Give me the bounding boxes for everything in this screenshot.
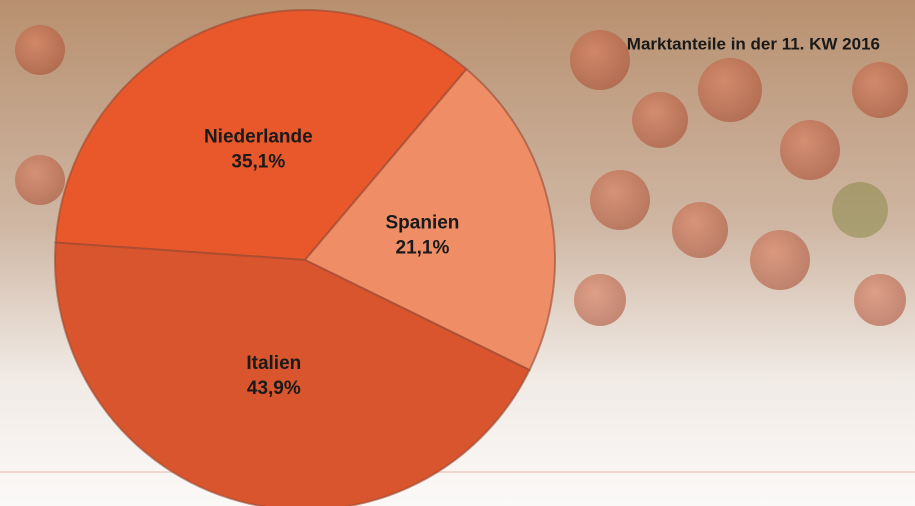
pie <box>54 9 556 506</box>
slice-name: Niederlande <box>204 126 313 147</box>
pie-slice <box>54 241 531 506</box>
slice-value: 21,1% <box>396 237 450 258</box>
chart-title: Marktanteile in der 11. KW 2016 <box>627 34 880 53</box>
pie-slice <box>54 9 468 262</box>
slice-name: Spanien <box>386 212 460 233</box>
slice-value: 35,1% <box>231 151 285 172</box>
slice-value: 43,9% <box>247 378 301 399</box>
pie-slice <box>303 67 556 372</box>
slice-name: Italien <box>246 353 301 374</box>
tomato-decoration <box>15 25 908 326</box>
